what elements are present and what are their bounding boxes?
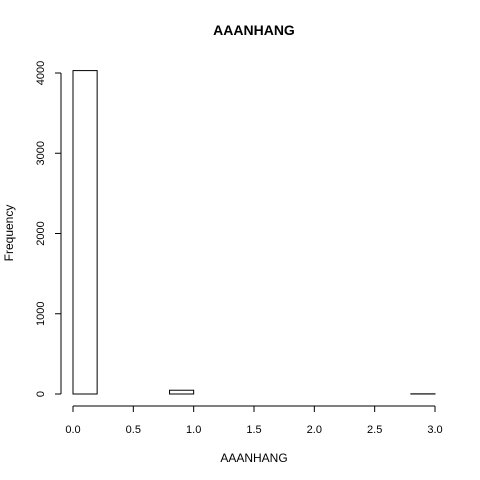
x-tick-label: 0.0 (65, 424, 80, 436)
x-tick-label: 1.0 (186, 424, 201, 436)
y-tick-label: 3000 (35, 141, 47, 165)
x-tick-label: 1.5 (246, 424, 261, 436)
x-axis: 0.0 0.5 1.0 1.5 2.0 2.5 3.0 (65, 405, 443, 436)
x-tick-label: 3.0 (427, 424, 442, 436)
histogram-bar (169, 389, 195, 395)
histogram-bar (72, 70, 98, 395)
x-tick-label: 2.0 (307, 424, 322, 436)
chart-title: AAANHANG (213, 22, 295, 38)
y-axis-label: Frequency (2, 205, 16, 262)
y-tick-label: 1000 (35, 302, 47, 326)
y-tick-label: 0 (35, 391, 47, 397)
y-tick-label: 4000 (35, 61, 47, 85)
x-axis-label: AAANHANG (220, 451, 287, 465)
x-tick-label: 0.5 (126, 424, 141, 436)
y-axis: 0 1000 2000 3000 4000 (35, 61, 62, 397)
x-tick-label: 2.5 (367, 424, 382, 436)
bars-group (72, 70, 436, 395)
y-tick-label: 2000 (35, 221, 47, 245)
